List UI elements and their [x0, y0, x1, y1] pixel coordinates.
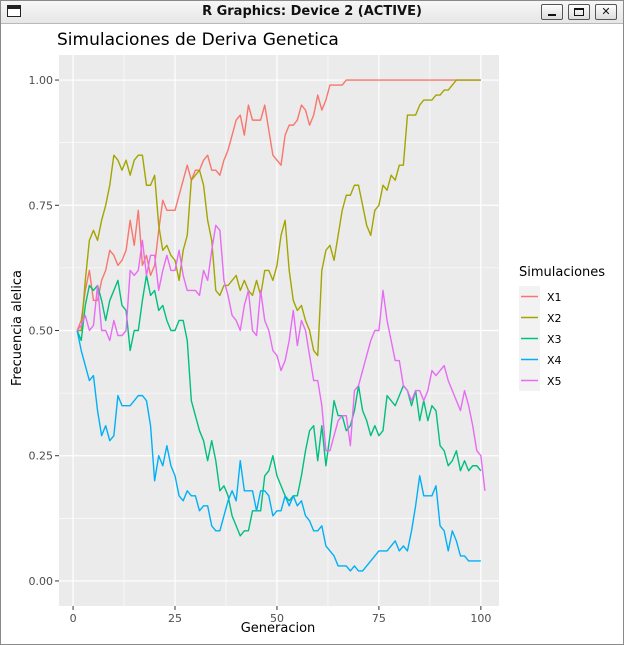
legend-label-x1: X1 [547, 291, 562, 304]
close-button[interactable]: ✕ [595, 4, 617, 20]
x-tick-label: 25 [168, 612, 182, 625]
y-tick-label: 0.50 [29, 325, 54, 338]
y-tick-label: 0.25 [29, 450, 54, 463]
x-tick-label: 0 [70, 612, 77, 625]
series-line-x2 [77, 79, 481, 357]
app-icon[interactable] [7, 5, 21, 17]
legend: Simulaciones X1 X2 X3 X4 X5 [519, 265, 605, 391]
series-lines [76, 79, 486, 572]
maximize-button[interactable] [568, 4, 590, 20]
legend-label-x4: X4 [547, 354, 562, 367]
series-line-x4 [76, 330, 481, 572]
legend-label-x2: X2 [547, 312, 562, 325]
major-gridlines [59, 55, 499, 606]
legend-label-x3: X3 [547, 333, 562, 346]
minimize-icon [548, 14, 556, 16]
window-title: R Graphics: Device 2 (ACTIVE) [202, 4, 422, 19]
chart-title: Simulaciones de Deriva Genetica [57, 30, 339, 50]
y-tick-label: 1.00 [29, 74, 54, 87]
close-icon: ✕ [601, 5, 611, 18]
y-axis: 0.00 0.25 0.50 0.75 1.00 [29, 74, 59, 588]
minimize-button[interactable] [541, 4, 563, 20]
series-line-x5 [76, 224, 486, 491]
y-axis-label: Frecuencia alelica [10, 270, 25, 386]
x-axis: 0 25 50 75 100 [70, 606, 491, 625]
maximize-icon [574, 8, 584, 16]
legend-label-x5: X5 [547, 375, 562, 388]
series-line-x3 [76, 274, 482, 537]
genetic-drift-chart: Simulaciones de Deriva Genetica 0 25 50 75 1… [10, 30, 605, 636]
y-tick-label: 0.75 [29, 199, 54, 212]
y-tick-label: 0.00 [29, 575, 54, 588]
x-tick-label: 50 [270, 612, 284, 625]
x-tick-label: 100 [470, 612, 491, 625]
x-axis-label: Generacion [241, 621, 316, 636]
title-bar[interactable]: R Graphics: Device 2 (ACTIVE) ✕ [1, 1, 623, 24]
x-tick-label: 75 [372, 612, 386, 625]
legend-title: Simulaciones [519, 265, 605, 280]
